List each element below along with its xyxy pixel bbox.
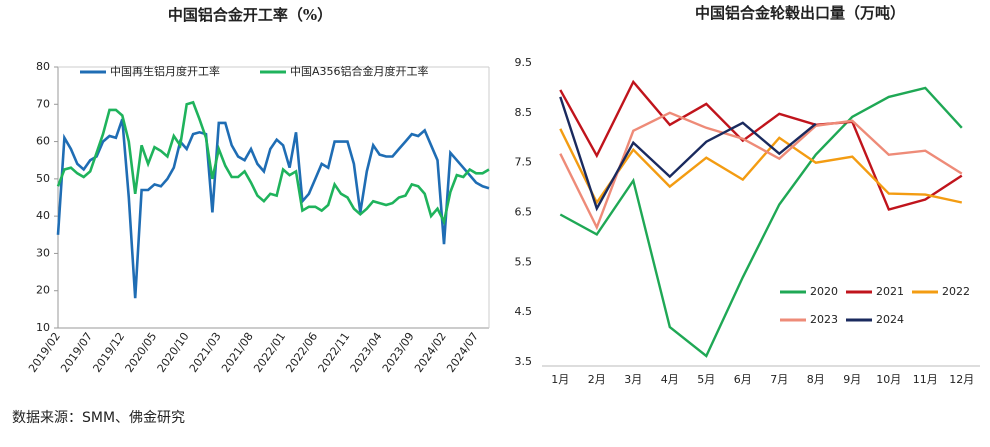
legend-label: 中国A356铝合金月度开工率 <box>290 64 429 78</box>
series-line <box>559 96 817 212</box>
x-tick-label: 2022/01 <box>251 330 288 375</box>
x-tick-label: 2020/10 <box>155 330 192 375</box>
y-tick-label: 9.5 <box>515 56 533 69</box>
x-tick-label: 2022/06 <box>283 330 320 375</box>
y-tick-label: 50 <box>36 172 50 185</box>
chart-title: 中国铝合金开工率（%） <box>168 6 332 24</box>
x-tick-label: 9月 <box>843 373 861 386</box>
source-note: 数据来源：SMM、佛金研究 <box>12 410 185 426</box>
series-line <box>559 86 963 358</box>
y-tick-label: 30 <box>36 246 50 259</box>
x-tick-label: 2019/02 <box>26 330 63 375</box>
series-line <box>559 79 963 211</box>
legend-label: 2021 <box>876 285 904 298</box>
y-tick-label: 7.5 <box>515 156 533 169</box>
y-tick-label: 60 <box>36 135 50 148</box>
x-tick-label: 2024/07 <box>444 330 481 375</box>
y-tick-label: 5.5 <box>515 255 533 268</box>
x-tick-label: 2020/05 <box>123 330 160 375</box>
legend-label: 2020 <box>810 285 838 298</box>
x-tick-label: 10月 <box>876 373 901 386</box>
x-tick-label: 2019/12 <box>90 330 127 375</box>
x-tick-label: 2022/11 <box>316 330 353 375</box>
y-tick-label: 70 <box>36 97 50 110</box>
x-tick-label: 6月 <box>734 373 752 386</box>
legend-label: 2022 <box>942 285 970 298</box>
series-line <box>559 111 963 231</box>
x-tick-label: 2021/03 <box>187 330 224 375</box>
x-tick-label: 2021/08 <box>219 330 256 375</box>
x-tick-label: 5月 <box>697 373 715 386</box>
y-tick-label: 8.5 <box>515 106 533 119</box>
legend-label: 中国再生铝月度开工率 <box>110 64 220 78</box>
y-tick-label: 80 <box>36 60 50 73</box>
x-tick-label: 3月 <box>624 373 642 386</box>
y-tick-label: 3.5 <box>515 355 533 368</box>
y-tick-label: 6.5 <box>515 206 533 219</box>
x-tick-label: 4月 <box>661 373 679 386</box>
chart-title: 中国铝合金轮毂出口量（万吨） <box>695 4 905 22</box>
x-tick-label: 2023/04 <box>348 330 385 375</box>
legend-label: 2023 <box>810 313 838 326</box>
x-tick-label: 1月 <box>551 373 569 386</box>
x-tick-label: 2019/07 <box>58 330 95 375</box>
series-line <box>559 128 963 205</box>
x-tick-label: 2023/09 <box>380 330 417 375</box>
y-tick-label: 4.5 <box>515 305 533 318</box>
y-tick-label: 10 <box>36 321 50 334</box>
series-line <box>56 118 490 299</box>
legend-label: 2024 <box>876 313 904 326</box>
y-tick-label: 20 <box>36 284 50 297</box>
x-tick-label: 2024/02 <box>412 330 449 375</box>
x-tick-label: 2月 <box>588 373 606 386</box>
x-tick-label: 11月 <box>913 373 938 386</box>
x-tick-label: 12月 <box>949 373 974 386</box>
x-tick-label: 7月 <box>770 373 788 386</box>
x-tick-label: 8月 <box>807 373 825 386</box>
series-line <box>56 100 490 226</box>
y-tick-label: 40 <box>36 209 50 222</box>
